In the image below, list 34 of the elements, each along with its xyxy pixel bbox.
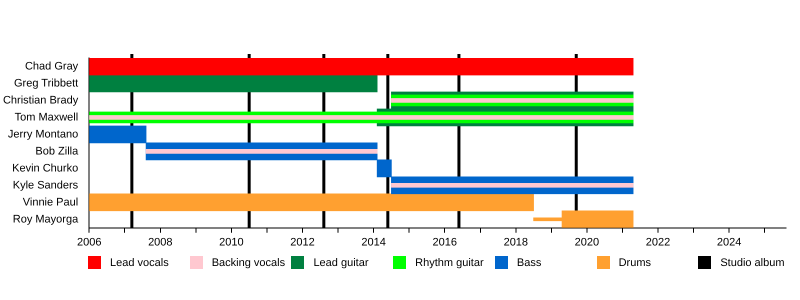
y-tick-label: Greg Tribbett — [14, 78, 78, 90]
y-tick-label: Roy Mayorga — [12, 213, 80, 226]
x-tick-label: 2010 — [219, 236, 244, 248]
legend-label: Rhythm guitar — [415, 256, 484, 268]
x-tick-label: 2014 — [361, 236, 386, 248]
x-tick-label: 2012 — [290, 236, 315, 248]
y-tick-label: Bob Zilla — [35, 145, 80, 158]
x-tick-label: 2016 — [432, 236, 457, 248]
y-tick-label: Tom Maxwell — [14, 111, 78, 124]
bar — [391, 98, 634, 103]
legend-label: Lead guitar — [313, 256, 368, 268]
legend-label: Studio album — [720, 256, 785, 268]
y-tick-label: Kyle Sanders — [12, 179, 79, 192]
x-tick-label: 2018 — [504, 236, 528, 248]
x-tick-label: 2006 — [76, 236, 102, 248]
bar — [391, 183, 634, 188]
bar — [89, 194, 534, 212]
y-tick-label: Vinnie Paul — [22, 196, 78, 208]
legend-label: Drums — [618, 256, 651, 268]
y-tick-label: Chad Gray — [24, 60, 79, 73]
x-tick-label: 2024 — [716, 236, 742, 248]
bar — [146, 149, 378, 154]
legend-label: Backing vocals — [212, 256, 286, 268]
y-tick-label: Christian Brady — [2, 94, 79, 106]
bar — [89, 115, 634, 120]
x-tick-label: 2020 — [574, 236, 600, 248]
bar — [89, 58, 634, 76]
x-tick-label: 2022 — [646, 236, 670, 248]
y-tick-label: Jerry Montano — [8, 128, 78, 140]
bar — [89, 74, 378, 92]
legend-label: Lead vocals — [110, 256, 169, 268]
y-tick-label: Kevin Churko — [12, 162, 78, 174]
x-tick-label: 2008 — [148, 236, 173, 248]
legend-label: Bass — [516, 256, 542, 268]
